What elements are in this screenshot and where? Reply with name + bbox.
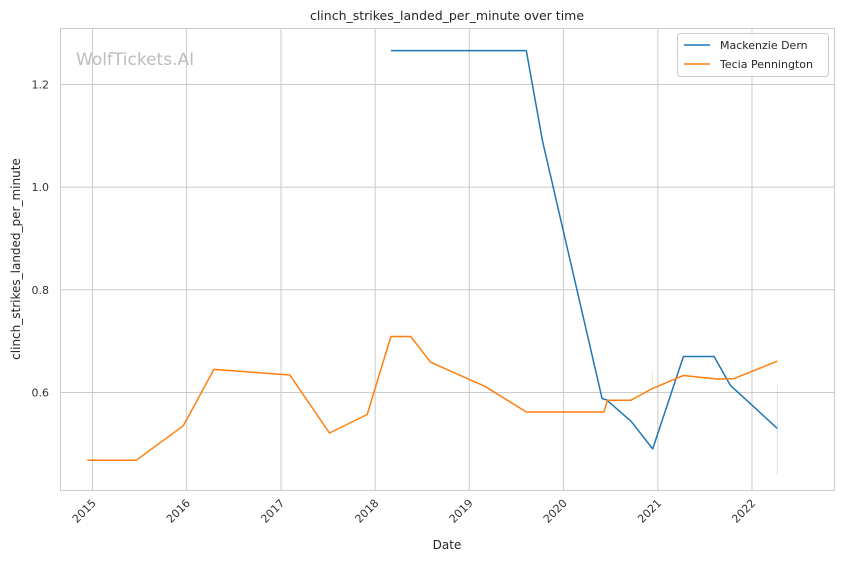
x-tick-label: 2017 [258,497,287,526]
x-tick-label: 2020 [541,497,570,526]
x-tick-label: 2019 [447,497,476,526]
series-lines [87,49,778,461]
watermark-text: WolfTickets.AI [76,50,194,70]
y-tick-label: 0.8 [32,284,50,297]
legend-label: Tecia Pennington [719,58,813,71]
x-axis-ticks: 2015 2016 2017 2018 2019 2020 2021 2022 [70,497,759,526]
x-tick-label: 2016 [164,497,193,526]
series-line [87,335,778,461]
legend-box [677,33,829,77]
y-axis-label: clinch_strikes_landed_per_minute [9,158,23,360]
y-tick-label: 0.6 [32,386,50,399]
chart-title: clinch_strikes_landed_per_minute over ti… [310,8,584,23]
x-tick-label: 2021 [635,497,664,526]
x-tick-label: 2015 [70,497,99,526]
plot-area [60,28,835,491]
y-tick-label: 1.2 [32,78,50,91]
error-bars [652,371,778,475]
x-tick-label: 2022 [729,497,758,526]
x-axis-label: Date [433,538,462,552]
legend: Mackenzie Dern Tecia Pennington [677,33,829,77]
legend-label: Mackenzie Dern [720,39,808,52]
grid [61,28,834,490]
series-line [390,49,778,450]
x-tick-label: 2018 [353,497,382,526]
y-tick-label: 1.0 [32,181,50,194]
y-axis-ticks: 0.6 0.8 1.0 1.2 [32,78,50,399]
